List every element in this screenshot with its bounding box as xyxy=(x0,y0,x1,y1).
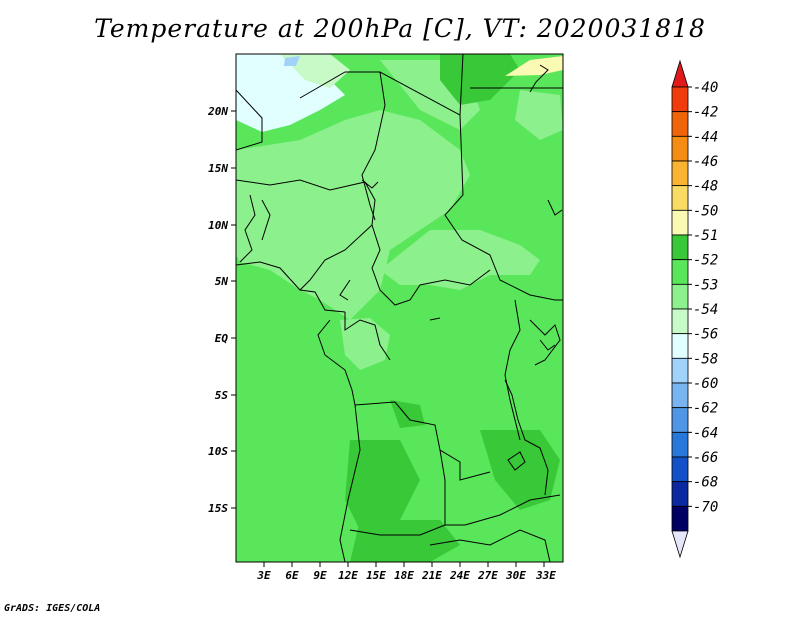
colorbar-swatch xyxy=(671,481,689,507)
map-frame xyxy=(235,53,564,563)
lon-label: 6E xyxy=(285,569,299,582)
colorbar-swatch xyxy=(671,111,689,137)
lat-labels: 20N 15N 10N 5N EQ 5S 10S 15S xyxy=(207,105,228,515)
colorbar-swatch xyxy=(671,135,689,162)
lon-label: 9E xyxy=(313,569,327,582)
colorbar-label: -62 xyxy=(693,401,718,417)
grads-credit: GrADS: IGES/COLA xyxy=(4,603,101,614)
colorbar-label: -58 xyxy=(693,351,718,367)
colorbar-label: -54 xyxy=(693,302,718,318)
colorbar-swatch xyxy=(671,357,689,384)
colorbar-label: -53 xyxy=(693,277,718,293)
colorbar-label: -46 xyxy=(693,154,718,170)
colorbar-swatch xyxy=(671,283,689,310)
lon-labels: 3E 6E 9E 12E 15E 18E 21E 24E 27E 30E 33E xyxy=(256,569,556,582)
colorbar-label: -40 xyxy=(693,80,718,96)
country-borders xyxy=(236,54,563,562)
colorbar-label: -44 xyxy=(693,129,718,145)
colorbar-label: -50 xyxy=(693,203,718,219)
colorbar-label: -48 xyxy=(693,179,718,195)
colorbar-lower-triangle xyxy=(671,530,689,559)
lon-ticks xyxy=(263,562,545,567)
colorbar-label: -42 xyxy=(693,105,718,121)
colorbar-label: -60 xyxy=(693,376,718,392)
colorbar-swatch xyxy=(671,431,689,458)
lat-label: 5S xyxy=(215,389,229,402)
temperature-field xyxy=(236,54,563,562)
lat-label: 15N xyxy=(208,162,228,175)
colorbar-swatch xyxy=(671,209,689,236)
colorbar-upper-triangle xyxy=(671,59,689,88)
lat-label: 5N xyxy=(215,275,229,288)
colorbar-label: -64 xyxy=(693,425,718,441)
colorbar-swatch xyxy=(671,333,689,359)
colorbar-label: -51 xyxy=(693,228,718,244)
colorbar-swatch xyxy=(671,308,689,335)
lat-label: 10S xyxy=(208,445,228,458)
colorbar-swatch xyxy=(671,86,689,113)
lon-label: 18E xyxy=(394,569,414,582)
colorbar-swatch xyxy=(671,505,689,532)
lon-label: 15E xyxy=(366,569,386,582)
colorbar-swatch xyxy=(671,160,689,187)
lat-label: 10N xyxy=(208,219,228,232)
colorbar-swatch xyxy=(671,185,689,211)
lat-label: 20N xyxy=(207,105,228,118)
colorbar-swatch xyxy=(671,382,689,409)
colorbar-label: -70 xyxy=(693,499,718,515)
chart-title: Temperature at 200hPa [C], VT: 202003181… xyxy=(94,14,706,43)
colorbar-label: -68 xyxy=(693,475,718,491)
colorbar-swatch xyxy=(671,456,689,483)
lat-ticks xyxy=(231,110,236,509)
lon-label: 12E xyxy=(338,569,358,582)
colorbar-swatch xyxy=(671,259,689,285)
colorbar-swatch xyxy=(671,234,689,261)
lon-label: 27E xyxy=(477,569,498,582)
colorbar-label: -52 xyxy=(693,253,718,269)
lon-label: 33E xyxy=(535,569,556,582)
colorbar-label: -66 xyxy=(693,450,718,466)
colorbar-swatch xyxy=(671,407,689,433)
colorbar: -40 -42 -44 -46 -48 -50 -51 -52 -53 -54 -56 -58 -60 -… xyxy=(671,59,718,559)
lon-label: 24E xyxy=(449,569,470,582)
lat-label: EQ xyxy=(215,332,229,345)
colorbar-label: -56 xyxy=(693,327,718,343)
lon-label: 30E xyxy=(505,569,526,582)
lat-label: 15S xyxy=(208,502,228,515)
lon-label: 3E xyxy=(256,569,271,582)
lon-label: 21E xyxy=(421,569,442,582)
